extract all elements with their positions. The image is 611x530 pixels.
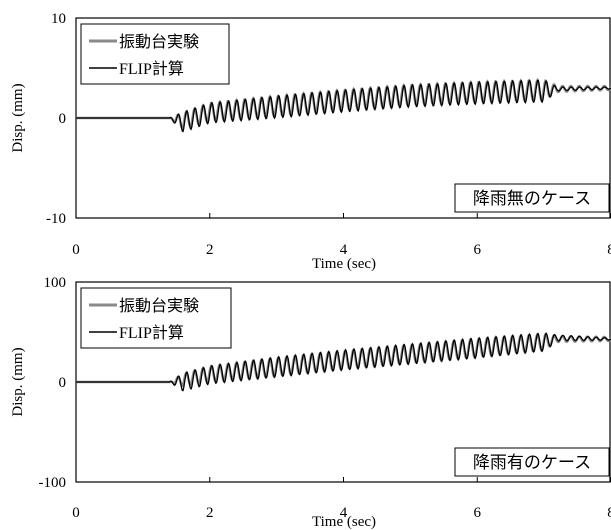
upper-y-axis-label: Disp. (mm): [10, 83, 26, 152]
x-tick-label: 2: [206, 242, 214, 258]
upper-chart-panel: Disp. (mm) Time (sec) 10 0 -10 0 2 4 6 8 振動台実験 FL…: [10, 11, 611, 272]
case-annotation-label: 降雨有のケース: [473, 453, 591, 472]
y-tick-label: 100: [44, 275, 67, 291]
case-annotation-label: 降雨無のケース: [473, 189, 591, 208]
y-tick-label: -10: [46, 211, 66, 227]
series-line-flip: [76, 332, 611, 392]
legend-label: 振動台実験: [119, 33, 199, 51]
y-tick-label: 10: [51, 11, 66, 27]
upper-x-axis-label: Time (sec): [312, 256, 376, 272]
x-tick-label: 8: [607, 242, 611, 258]
lower-chart-panel: Disp. (mm) Time (sec) 100 0 -100 0 2 4 6 8 振動台実験…: [10, 275, 611, 530]
legend-label: FLIP計算: [119, 323, 184, 342]
x-tick-label: 2: [206, 505, 214, 521]
case-annotation-box: [454, 183, 610, 213]
x-tick-label: 6: [474, 242, 482, 258]
x-tick-label: 0: [72, 505, 80, 521]
legend-box: [80, 23, 230, 85]
legend-box: [80, 287, 232, 349]
series-line-flip: [76, 79, 611, 133]
x-tick-label: 4: [340, 505, 348, 521]
legend-label: FLIP計算: [119, 59, 184, 78]
y-tick-label: 0: [59, 375, 67, 391]
x-tick-label: 8: [607, 505, 611, 521]
x-tick-label: 0: [72, 242, 80, 258]
case-annotation-box: [454, 447, 610, 477]
lower-y-axis-label: Disp. (mm): [10, 347, 26, 416]
y-tick-label: 0: [59, 111, 67, 127]
legend-label: 振動台実験: [119, 297, 199, 315]
x-tick-label: 4: [340, 242, 348, 258]
x-tick-label: 6: [474, 505, 482, 521]
lower-x-axis-label: Time (sec): [312, 514, 376, 530]
y-tick-label: -100: [39, 475, 67, 491]
